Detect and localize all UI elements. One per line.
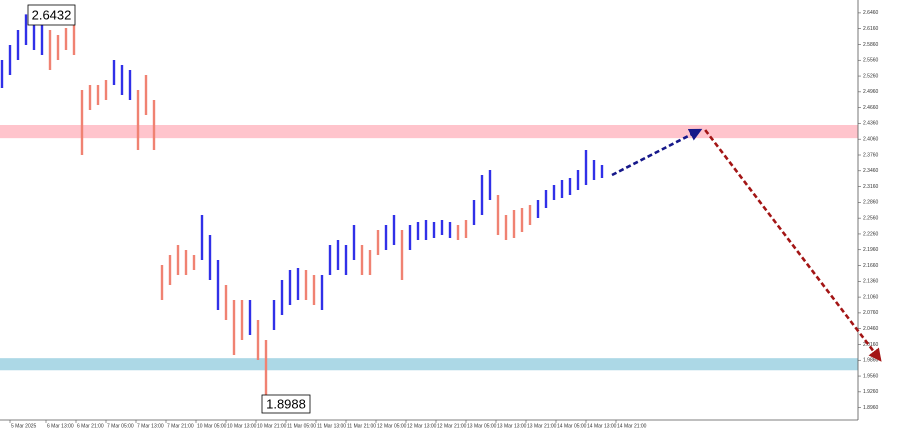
- y-tick-label: 2.5260: [863, 73, 879, 79]
- y-tick-label: 2.1960: [863, 247, 879, 253]
- x-tick-label: 14 Mar 21:00: [617, 423, 647, 429]
- y-tick-label: 2.2860: [863, 200, 879, 206]
- x-tick-label: 7 Mar 05:00: [107, 423, 134, 429]
- y-tick-label: 2.1060: [863, 294, 879, 300]
- y-tick-label: 2.0760: [863, 310, 879, 316]
- y-tick-label: 2.4960: [863, 89, 879, 95]
- y-tick-label: 1.9260: [863, 389, 879, 395]
- y-tick-label: 2.4360: [863, 121, 879, 127]
- y-tick-label: 2.4660: [863, 105, 879, 111]
- y-tick-label: 2.1360: [863, 279, 879, 285]
- x-tick-label: 6 Mar 13:00: [47, 423, 74, 429]
- x-tick-label: 10 Mar 21:00: [257, 423, 287, 429]
- x-tick-label: 7 Mar 21:00: [167, 423, 194, 429]
- x-tick-label: 13 Mar 21:00: [527, 423, 557, 429]
- y-tick-label: 2.5560: [863, 58, 879, 64]
- x-tick-label: 7 Mar 13:00: [137, 423, 164, 429]
- y-tick-label: 2.0160: [863, 342, 879, 348]
- y-tick-label: 2.2260: [863, 231, 879, 237]
- y-tick-label: 1.8960: [863, 405, 879, 411]
- x-tick-label: 12 Mar 21:00: [437, 423, 467, 429]
- x-tick-label: 13 Mar 05:00: [467, 423, 497, 429]
- annotation-box: [261, 394, 311, 414]
- annotation-box: [27, 4, 76, 26]
- y-tick-label: 1.9560: [863, 373, 879, 379]
- y-tick-label: 2.6460: [863, 10, 879, 16]
- x-tick-label: 14 Mar 13:00: [587, 423, 617, 429]
- y-tick-label: 2.2560: [863, 215, 879, 221]
- y-tick-label: 2.6160: [863, 26, 879, 32]
- x-tick-label: 6 Mar 21:00: [77, 423, 104, 429]
- x-tick-label: 5 Mar 2025: [11, 423, 37, 429]
- x-tick-label: 11 Mar 05:00: [287, 423, 316, 429]
- zone: [0, 358, 858, 371]
- y-tick-label: 2.5860: [863, 42, 879, 48]
- x-tick-label: 14 Mar 05:00: [557, 423, 587, 429]
- x-tick-label: 10 Mar 13:00: [227, 423, 257, 429]
- y-tick-label: 2.4060: [863, 137, 879, 143]
- forecast-arrow: [611, 128, 703, 177]
- annotation: 2.6432: [32, 7, 72, 22]
- x-tick-label: 12 Mar 05:00: [377, 423, 407, 429]
- y-tick-label: 2.3760: [863, 152, 879, 158]
- y-tick-label: 2.0460: [863, 326, 879, 332]
- x-tick-label: 11 Mar 13:00: [317, 423, 346, 429]
- forecast-arrow: [704, 129, 882, 362]
- y-tick-label: 2.1660: [863, 263, 879, 269]
- x-tick-label: 11 Mar 21:00: [347, 423, 376, 429]
- x-tick-label: 10 Mar 05:00: [197, 423, 227, 429]
- y-tick-label: 2.3160: [863, 184, 879, 190]
- y-tick-label: 1.9860: [863, 358, 879, 364]
- x-tick-label: 12 Mar 13:00: [407, 423, 437, 429]
- y-tick-label: 2.3460: [863, 168, 879, 174]
- x-tick-label: 13 Mar 13:00: [497, 423, 527, 429]
- annotation: 1.8988: [266, 396, 306, 411]
- zone: [0, 125, 858, 139]
